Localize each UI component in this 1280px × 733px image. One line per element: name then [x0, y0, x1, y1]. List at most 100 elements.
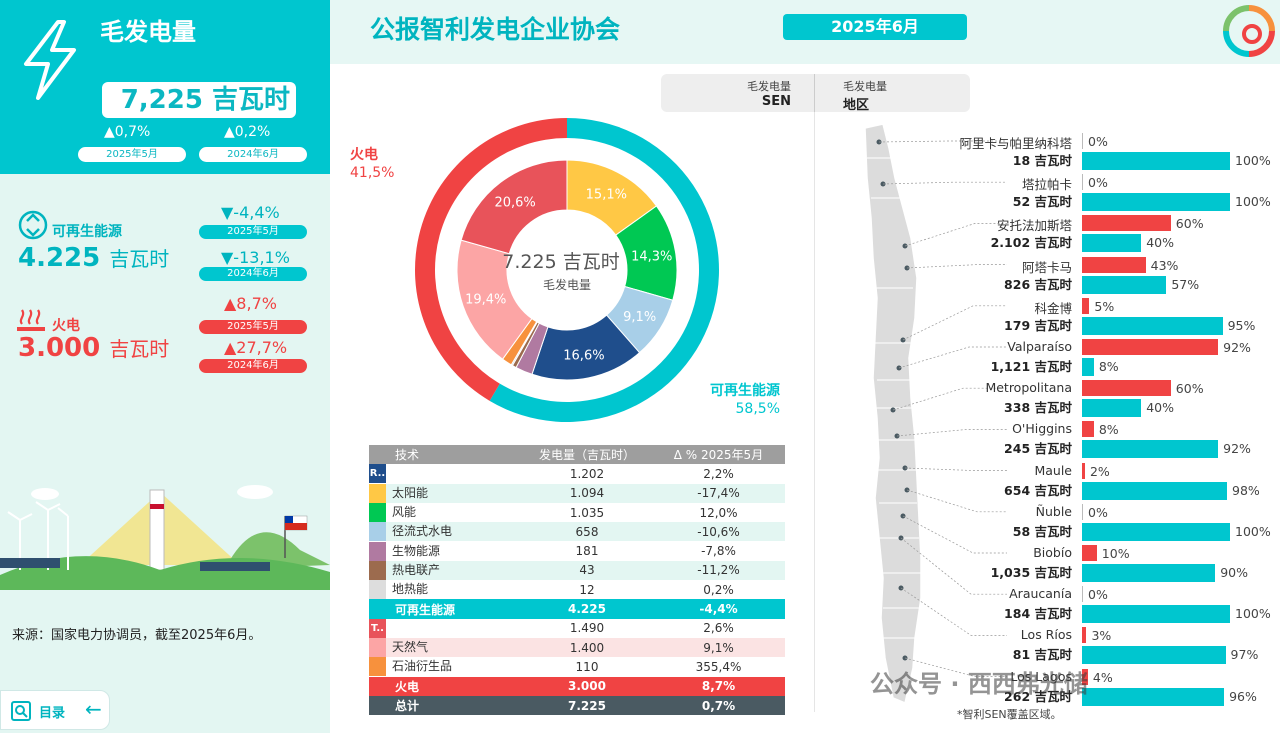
row-delta: -7,8% — [701, 544, 736, 559]
region-generation: 1,035 吉瓦时 — [990, 565, 1072, 580]
renewable-share-label: 8% — [1098, 359, 1119, 374]
row-name: 热电联产 — [392, 562, 441, 577]
thermal-share-bar — [1082, 174, 1083, 191]
row-delta: -4,4% — [699, 602, 738, 617]
region-generation: 262 吉瓦时 — [1004, 688, 1072, 704]
total-delta-yoy-period: 2024年6月 — [199, 147, 307, 162]
donut-hole — [508, 211, 626, 329]
thermal-label: 火电 — [52, 318, 80, 334]
renewable-share-bar — [1082, 646, 1226, 665]
outer-slice-thermal — [415, 118, 567, 401]
row-value: 4.225 — [568, 602, 606, 617]
region-leader — [900, 587, 1007, 636]
thermal-share-bar — [1082, 462, 1085, 479]
renewable-icon — [18, 210, 48, 240]
row-technology: 生物能源 — [369, 541, 522, 561]
thermal-share-bar — [1082, 421, 1094, 438]
thermal-share-bar — [1082, 503, 1083, 520]
renewable-share-label: 97% — [1230, 647, 1259, 663]
date-badge: 2025年6月 — [783, 14, 967, 40]
table-row: 石油衍生品 110 355,4% — [369, 657, 785, 677]
logo-icon — [1223, 5, 1275, 57]
thermal-share-bar — [1082, 586, 1083, 603]
donut-center-value: 7.225 吉瓦时 — [502, 251, 619, 273]
toc-button[interactable]: 目录 ← — [0, 690, 110, 730]
row-delta: -11,2% — [697, 563, 740, 578]
tab-sen[interactable]: 毛发电量 SEN — [711, 78, 791, 109]
region-name: Maule — [1034, 462, 1072, 478]
renewable-share-label: 57% — [1171, 276, 1200, 292]
left-panel: 毛发电量 7,225 吉瓦时 ▲0,7% 2025年5月 ▲0,2% 2024年… — [0, 0, 330, 733]
color-swatch — [369, 522, 386, 542]
row-value: 7.225 — [568, 698, 606, 713]
thermal-share-bar — [1082, 215, 1171, 232]
generation-donut-chart: 15,1% 14,3% 9,1% 16,6% 19,4% 20,6% 7.225 吉瓦时毛发… — [350, 118, 780, 422]
color-swatch: R.. — [369, 464, 386, 484]
row-delta: -10,6% — [697, 524, 740, 539]
renewable-share-label: 92% — [1223, 441, 1251, 457]
section-divider — [814, 112, 815, 712]
row-name: 风能 — [392, 505, 417, 520]
row-value: 181 — [575, 544, 599, 559]
tab-region-line2: 地区 — [843, 98, 870, 113]
renewable-share-bar — [1082, 399, 1142, 418]
col-technology: 技术 — [395, 448, 420, 463]
row-delta: 0,7% — [701, 698, 736, 713]
region-generation: 18 吉瓦时 — [1012, 153, 1072, 168]
row-value: 43 — [579, 563, 595, 578]
renewable-share-bar — [1082, 358, 1094, 376]
region-name: Los Lagos — [1010, 668, 1072, 684]
region-name: Araucanía — [1009, 586, 1072, 602]
generation-table: 技术 发电量（吉瓦时） Δ % 2025年5月 R.. 1.202 2,2% 太阳能 1… — [369, 445, 785, 716]
row-technology: 石油衍生品 — [369, 657, 522, 677]
color-swatch: T.. — [369, 618, 386, 638]
row-technology: 地热能 — [369, 580, 522, 600]
renewable-share-bar — [1082, 193, 1230, 212]
thermal-share-bar — [1082, 339, 1219, 355]
renewable-share-bar — [1082, 275, 1167, 294]
region-leader — [898, 346, 1007, 369]
outer-value-renewable: 58,5% — [736, 401, 780, 417]
renewable-share-bar — [1082, 605, 1230, 624]
row-delta: 2,6% — [703, 621, 734, 636]
total-delta-mom: ▲0,7% — [104, 124, 151, 140]
renewable-share-bar — [1082, 440, 1219, 459]
row-value: 1.202 — [569, 466, 605, 481]
tab-region[interactable]: 毛发电量 地区 — [843, 78, 887, 113]
thermal-share-label: 5% — [1094, 298, 1115, 314]
tab-divider — [814, 74, 815, 112]
region-generation: 1,121 吉瓦时 — [990, 359, 1072, 374]
book-icon — [11, 701, 31, 721]
table-row: 地热能 12 0,2% — [369, 580, 785, 600]
row-value: 1.490 — [569, 621, 605, 636]
inner-slice-label-2: 9,1% — [623, 310, 656, 325]
renewable-delta-yoy-period: 2024年6月 — [199, 267, 307, 281]
row-technology: R.. — [369, 464, 522, 484]
thermal-share-label: 4% — [1092, 669, 1113, 685]
table-row: 热电联产 43 -11,2% — [369, 560, 785, 581]
col-generation: 发电量（吉瓦时） — [538, 448, 635, 463]
renewable-value: 4.225 — [18, 243, 101, 273]
table-row: 径流式水电 658 -10,6% — [369, 522, 785, 542]
region-leader — [900, 537, 1007, 595]
renewable-share-label: 100% — [1235, 606, 1271, 622]
thermal-delta-mom: ▲8,7% — [224, 294, 277, 313]
region-generation: 2.102 吉瓦时 — [990, 235, 1072, 251]
thermal-unit: 吉瓦时 — [109, 337, 170, 361]
renewable-share-label: 100% — [1235, 194, 1271, 210]
row-name: 总计 — [395, 699, 420, 713]
row-name: 径流式水电 — [392, 524, 453, 539]
thermal-share-label: 3% — [1091, 628, 1112, 644]
total-title: 毛发电量 — [100, 18, 196, 46]
row-delta: 355,4% — [695, 659, 742, 674]
region-name: Ñuble — [1035, 503, 1072, 519]
region-name: 阿塔卡马 — [1021, 259, 1072, 275]
table-header: 技术 发电量（吉瓦时） Δ % 2025年5月 — [369, 445, 785, 465]
lightning-icon — [24, 20, 76, 100]
color-swatch — [369, 638, 386, 658]
renewable-share-label: 40% — [1146, 235, 1174, 251]
region-name: 安托法加斯塔 — [996, 218, 1072, 234]
color-swatch — [369, 541, 386, 561]
tab-sen-line1: 毛发电量 — [747, 80, 791, 93]
table-row: R.. 1.202 2,2% — [369, 464, 785, 484]
